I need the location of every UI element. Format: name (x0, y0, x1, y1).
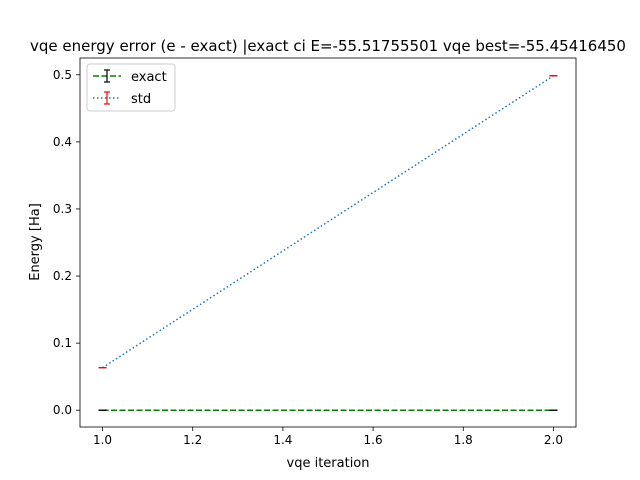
plot-frame (79, 57, 577, 428)
legend-label-exact: exact (131, 70, 167, 85)
y-axis-ticks: 0.0 0.1 0.2 0.3 0.4 0.5 (53, 68, 80, 417)
series-line-std (102, 75, 554, 369)
plot-area (80, 58, 576, 427)
y-tick-label: 0.3 (53, 202, 72, 216)
x-tick-label: 1.4 (273, 433, 292, 447)
x-tick-label: 1.6 (364, 433, 383, 447)
legend-label-std: std (131, 92, 151, 107)
series-layer (98, 75, 558, 411)
legend-box (86, 63, 176, 112)
legend-entries: exact std (93, 69, 167, 107)
x-axis-ticks: 1.0 1.2 1.4 1.6 1.8 2.0 (93, 427, 563, 447)
y-axis-label: Energy [Ha] (28, 203, 43, 281)
x-tick-label: 1.0 (93, 433, 112, 447)
legend: exact std (86, 63, 176, 112)
x-axis-label: vqe iteration (287, 456, 370, 471)
x-tick-label: 1.8 (454, 433, 473, 447)
y-tick-label: 0.2 (53, 269, 72, 283)
x-tick-label: 1.2 (183, 433, 202, 447)
y-tick-label: 0.5 (53, 68, 72, 82)
y-tick-label: 0.0 (53, 403, 72, 417)
y-tick-label: 0.1 (53, 336, 72, 350)
x-tick-label: 2.0 (544, 433, 563, 447)
y-tick-label: 0.4 (53, 135, 72, 149)
chart-title: vqe energy error (e - exact) |exact ci E… (30, 37, 626, 55)
